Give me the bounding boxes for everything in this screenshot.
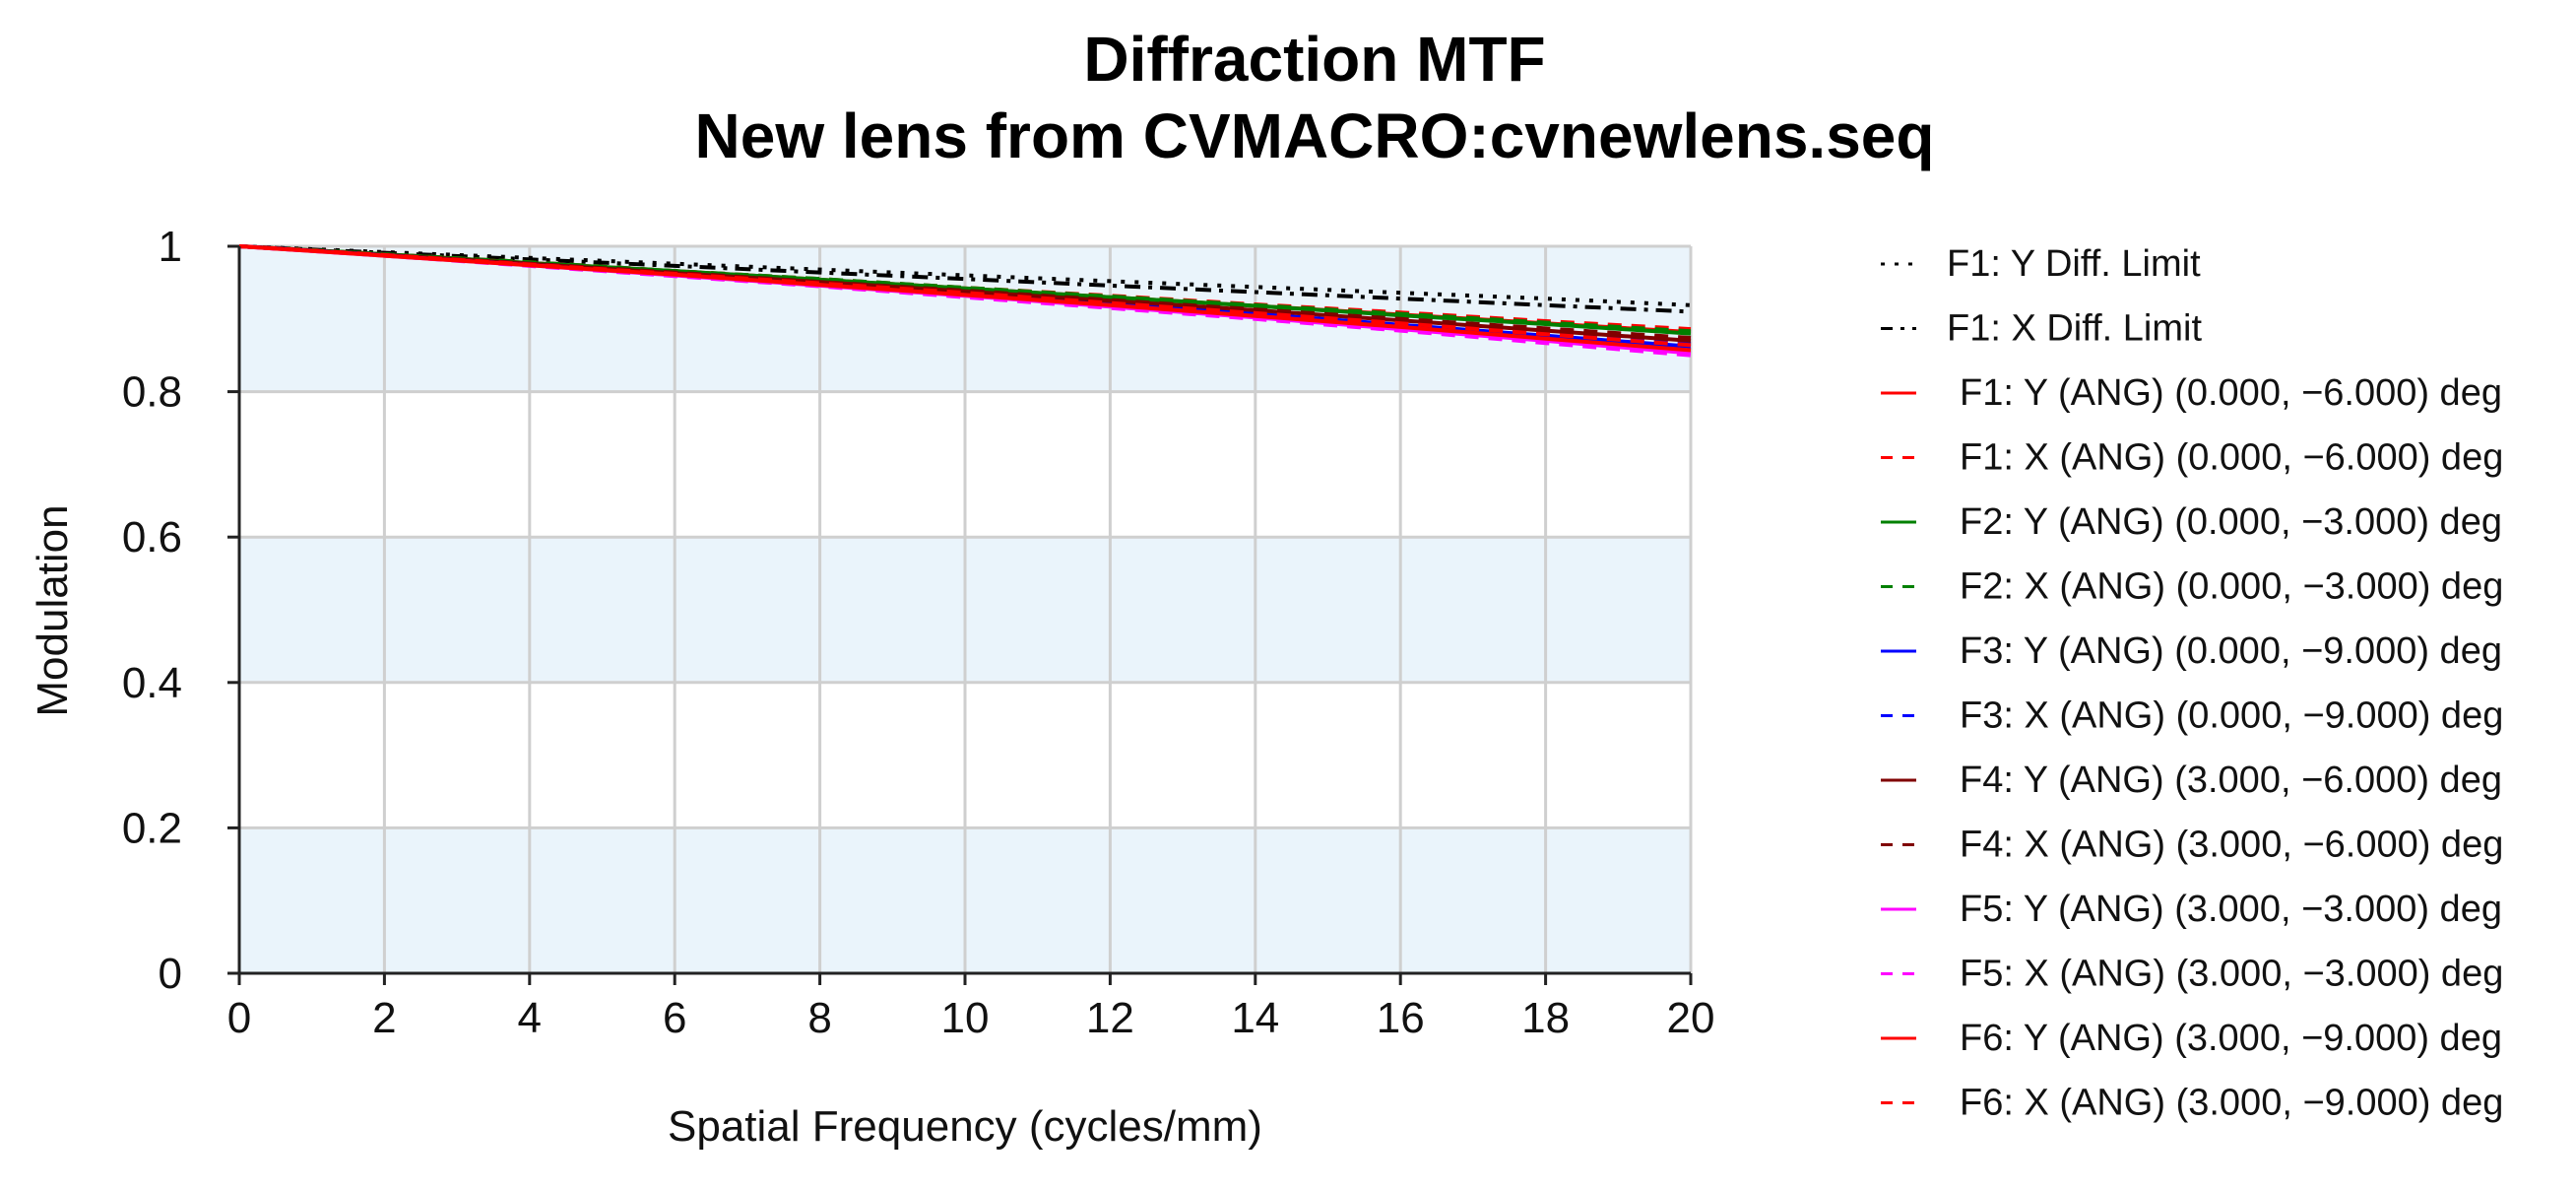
legend-item: F2: Y (ANG) (0.000, −3.000) deg [1881, 501, 2502, 543]
legend-item: F5: X (ANG) (3.000, −3.000) deg [1881, 954, 2503, 995]
x-tick-label: 6 [663, 994, 686, 1042]
y-tick-label: 0.2 [122, 804, 182, 852]
series-layer [238, 244, 1692, 358]
y-tick-label: 0.4 [122, 659, 182, 707]
legend-label: F6: X (ANG) (3.000, −9.000) deg [1960, 1083, 2503, 1124]
x-tick-label: 14 [1231, 994, 1279, 1042]
series-line-2 [238, 244, 1692, 314]
legend-label: F1: X (ANG) (0.000, −6.000) deg [1960, 437, 2503, 479]
legend-label: F3: Y (ANG) (0.000, −9.000) deg [1960, 630, 2502, 672]
legend-item: F1: X Diff. Limit [1881, 308, 2202, 350]
legend-label: F4: X (ANG) (3.000, −6.000) deg [1960, 825, 2503, 866]
legend-item: F4: X (ANG) (3.000, −6.000) deg [1881, 825, 2503, 866]
legend-item: F1: Y Diff. Limit [1881, 243, 2201, 285]
x-tick-label: 12 [1086, 994, 1134, 1042]
legend-label: F3: X (ANG) (0.000, −9.000) deg [1960, 695, 2503, 737]
y-tick-label: 1 [159, 223, 182, 271]
legend-item: F6: Y (ANG) (3.000, −9.000) deg [1881, 1018, 2502, 1059]
y-axis-label: Modulation [29, 504, 77, 716]
chart-title: Diffraction MTF [1083, 24, 1545, 95]
legend-label: F4: Y (ANG) (3.000, −6.000) deg [1960, 760, 2502, 801]
legend-label: F6: Y (ANG) (3.000, −9.000) deg [1960, 1018, 2502, 1059]
x-tick-label: 2 [372, 994, 396, 1042]
legend-item: F1: X (ANG) (0.000, −6.000) deg [1881, 437, 2503, 479]
legend: F1: Y Diff. Limit F1: X Diff. Limit F1: Y … [1881, 243, 2503, 1124]
y-tick-label: 0 [159, 950, 182, 998]
legend-label: F1: X Diff. Limit [1947, 308, 2202, 350]
legend-label: F1: Y (ANG) (0.000, −6.000) deg [1960, 372, 2502, 414]
legend-item: F3: X (ANG) (0.000, −9.000) deg [1881, 695, 2503, 737]
y-axis-ticks: 0 0.2 0.4 0.6 0.8 1 [122, 223, 239, 998]
x-tick-label: 4 [518, 994, 542, 1042]
x-tick-label: 10 [941, 994, 990, 1042]
legend-item: F6: X (ANG) (3.000, −9.000) deg [1881, 1083, 2503, 1124]
legend-item: F1: Y (ANG) (0.000, −6.000) deg [1881, 372, 2502, 414]
legend-label: F2: Y (ANG) (0.000, −3.000) deg [1960, 501, 2502, 543]
x-tick-label: 0 [227, 994, 251, 1042]
y-tick-label: 0.6 [122, 513, 182, 562]
y-tick-label: 0.8 [122, 368, 182, 417]
legend-item: F4: Y (ANG) (3.000, −6.000) deg [1881, 760, 2502, 801]
series-line-14 [238, 244, 1692, 348]
legend-label: F1: Y Diff. Limit [1947, 243, 2201, 285]
legend-item: F2: X (ANG) (0.000, −3.000) deg [1881, 566, 2503, 608]
x-tick-label: 18 [1521, 994, 1570, 1042]
legend-label: F5: Y (ANG) (3.000, −3.000) deg [1960, 889, 2502, 930]
x-axis-label: Spatial Frequency (cycles/mm) [668, 1102, 1262, 1151]
x-tick-label: 8 [807, 994, 831, 1042]
legend-label: F5: X (ANG) (3.000, −3.000) deg [1960, 954, 2503, 995]
legend-item: F5: Y (ANG) (3.000, −3.000) deg [1881, 889, 2502, 930]
legend-label: F2: X (ANG) (0.000, −3.000) deg [1960, 566, 2503, 608]
chart-subtitle: New lens from CVMACRO:cvnewlens.seq [695, 100, 1935, 171]
x-axis-ticks: 0 2 4 6 8 10 12 14 16 18 20 [227, 973, 1715, 1042]
x-tick-label: 16 [1377, 994, 1425, 1042]
legend-item: F3: Y (ANG) (0.000, −9.000) deg [1881, 630, 2502, 672]
x-tick-label: 20 [1667, 994, 1715, 1042]
